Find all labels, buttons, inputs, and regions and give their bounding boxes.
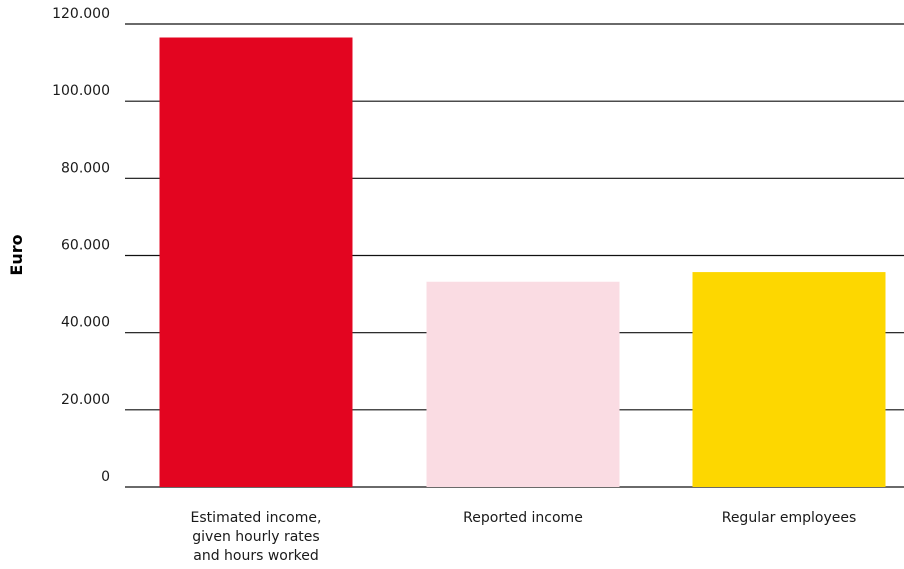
y-tick-label: 40.000 [61,315,110,331]
y-tick-label: 20.000 [61,392,110,408]
category-label: Reported income [463,510,583,526]
category-label-line: and hours worked [193,548,318,564]
category-label-line: Reported income [463,510,583,526]
category-label-line: Regular employees [722,510,857,526]
bars [159,37,886,488]
y-tick-label: 60.000 [61,238,110,254]
y-tick-label: 80.000 [61,160,110,176]
y-axis-ticks: 0 20.000 40.000 60.000 80.000 100.000 120.000 [52,6,110,485]
y-tick-label: 0 [101,469,110,485]
y-tick-label: 120.000 [52,6,110,22]
y-tick-label: 100.000 [52,83,110,99]
bar [426,281,620,487]
y-axis-title: Euro [7,234,26,275]
bar [692,272,886,487]
category-label: Estimated income, given hourly rates and h… [191,510,322,564]
bar [159,37,353,488]
category-label: Regular employees [722,510,857,526]
category-label-line: given hourly rates [192,529,319,545]
x-axis-categories: Estimated income, given hourly rates and h… [191,510,857,564]
category-label-line: Estimated income, [191,510,322,526]
